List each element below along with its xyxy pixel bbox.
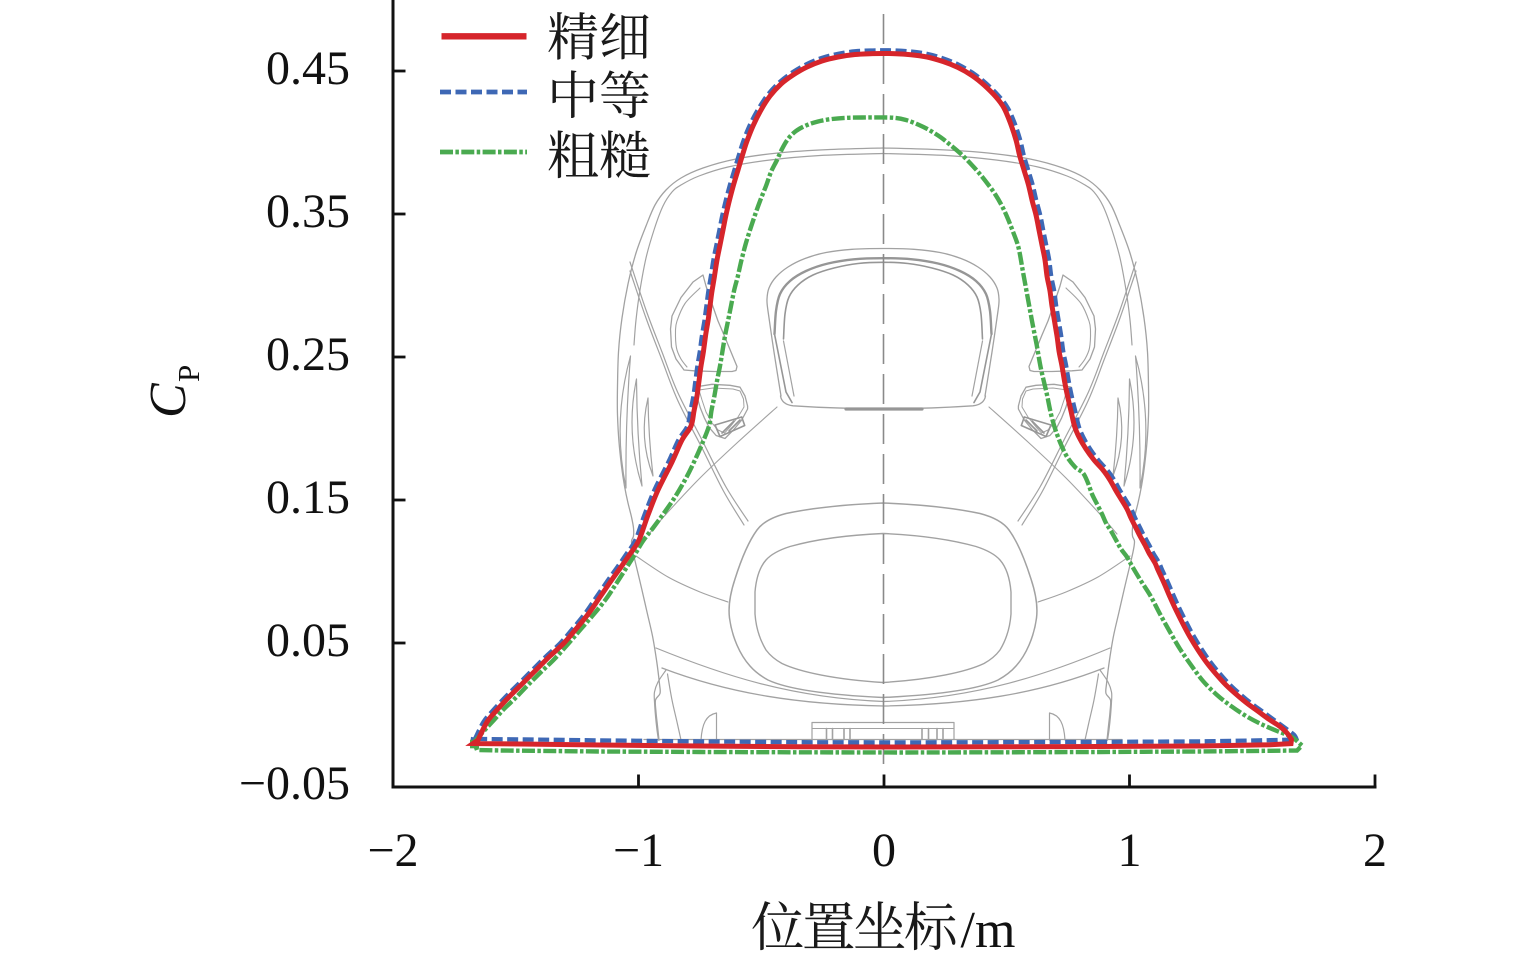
svg-text:2: 2 [1363,824,1387,877]
svg-text:0.15: 0.15 [266,471,350,524]
svg-text:C: C [140,382,197,418]
svg-text:−1: −1 [613,824,664,877]
svg-text:−0.05: −0.05 [239,757,350,810]
svg-text:0.45: 0.45 [266,42,350,95]
svg-text:P: P [171,365,206,382]
svg-text:1: 1 [1118,824,1142,877]
svg-text:0.35: 0.35 [266,185,350,238]
svg-text:0: 0 [872,824,896,877]
svg-text:/m: /m [961,902,1016,959]
svg-text:0.25: 0.25 [266,328,350,381]
svg-text:−2: −2 [367,824,418,877]
svg-text:0.05: 0.05 [266,614,350,667]
